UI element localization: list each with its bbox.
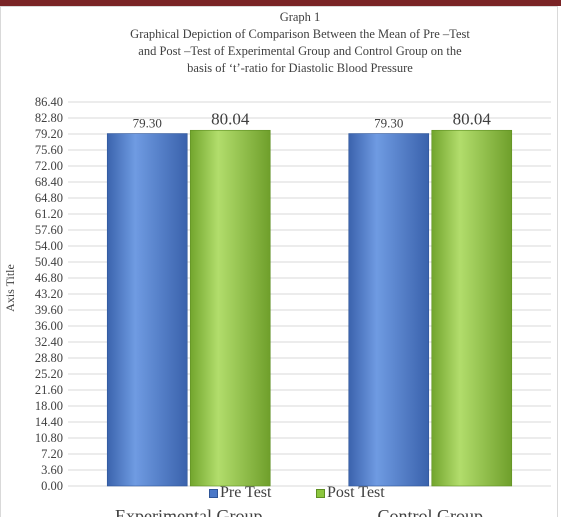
y-tick-label: 61.20 [35, 207, 63, 221]
y-tick-label: 57.60 [35, 223, 63, 237]
y-tick-label: 68.40 [35, 175, 63, 189]
y-tick-label: 72.00 [35, 159, 63, 173]
y-tick-label: 25.20 [35, 367, 63, 381]
chart-title-line-2: Graphical Depiction of Comparison Betwee… [130, 27, 470, 41]
y-tick-label: 75.60 [35, 143, 63, 157]
y-tick-label: 21.60 [35, 383, 63, 397]
y-tick-label: 3.60 [41, 463, 63, 477]
x-category-label: Control Group [378, 506, 484, 517]
y-tick-label: 28.80 [35, 351, 63, 365]
y-tick-label: 36.00 [35, 319, 63, 333]
legend-item-pre-test: Pre Test [209, 484, 272, 501]
legend-label-post-test: Post Test [327, 484, 385, 501]
bar-post-test [189, 129, 271, 487]
y-tick-label: 54.00 [35, 239, 63, 253]
y-tick-label: 46.80 [35, 271, 63, 285]
y-axis-title: Axis Title [3, 264, 17, 312]
chart-frame [0, 6, 558, 517]
legend-swatch-pre-test [209, 488, 218, 498]
y-tick-label: 14.40 [35, 415, 63, 429]
y-tick-label: 32.40 [35, 335, 63, 349]
legend-item-post-test: Post Test [316, 484, 385, 501]
x-category-label: Experimental Group [115, 506, 262, 517]
top-band [0, 0, 561, 6]
data-label: 79.30 [133, 116, 162, 131]
y-tick-label: 0.00 [41, 479, 63, 493]
legend-label-pre-test: Pre Test [220, 484, 272, 501]
y-tick-label: 82.80 [35, 111, 63, 125]
bar-pre-test [106, 133, 188, 487]
legend-swatch-post-test [316, 488, 325, 498]
y-tick-label: 10.80 [35, 431, 63, 445]
data-label: 79.30 [374, 116, 403, 131]
y-tick-label: 79.20 [35, 127, 63, 141]
y-tick-label: 50.40 [35, 255, 63, 269]
chart-title-line-4: basis of ‘t’-ratio for Diastolic Blood P… [187, 61, 413, 75]
data-label: 80.04 [211, 109, 250, 128]
y-tick-label: 7.20 [41, 447, 63, 461]
data-label: 80.04 [453, 109, 492, 128]
y-tick-label: 64.80 [35, 191, 63, 205]
bar-post-test [431, 129, 513, 487]
chart-title-line-1: Graph 1 [279, 10, 321, 24]
chart-title-line-3: and Post –Test of Experimental Group and… [138, 44, 462, 58]
bar-pre-test [348, 133, 430, 487]
y-tick-label: 43.20 [35, 287, 63, 301]
y-tick-label: 86.40 [35, 95, 63, 109]
y-tick-label: 39.60 [35, 303, 63, 317]
y-tick-label: 18.00 [35, 399, 63, 413]
